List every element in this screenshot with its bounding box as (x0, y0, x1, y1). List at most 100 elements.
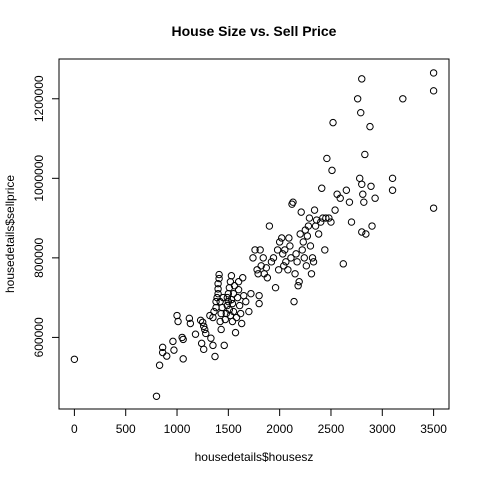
x-axis-label: housedetails$housesz (195, 450, 314, 464)
data-point (280, 262, 288, 270)
x-tick-label: 2500 (318, 422, 345, 436)
data-point (207, 334, 215, 342)
data-point (230, 282, 239, 290)
data-point (179, 335, 187, 344)
data-point (295, 278, 303, 286)
data-point (358, 75, 366, 83)
data-point (282, 258, 290, 266)
data-point (356, 174, 364, 183)
data-point (331, 206, 339, 214)
data-point (229, 289, 238, 298)
data-point (254, 270, 262, 278)
data-point (70, 355, 79, 363)
data-point (179, 355, 187, 363)
data-point (186, 319, 195, 328)
data-point (216, 317, 224, 326)
data-point (362, 230, 370, 238)
data-point (214, 280, 222, 288)
data-point (267, 258, 276, 266)
data-point (212, 303, 220, 312)
data-point (327, 218, 335, 226)
data-point (185, 314, 194, 323)
data-point (314, 230, 323, 238)
data-point (368, 222, 376, 230)
x-tick-label: 2000 (266, 422, 293, 436)
data-point (255, 299, 263, 308)
data-point (215, 270, 223, 279)
data-point (155, 361, 164, 369)
data-point (321, 246, 329, 254)
data-point (200, 322, 208, 330)
data-point (310, 206, 319, 214)
data-point (300, 254, 308, 262)
data-point (360, 198, 368, 206)
data-point (234, 278, 243, 286)
data-point (305, 214, 314, 222)
data-point (366, 122, 374, 131)
x-axis: 0 500 1000 1500 2000 2500 3000 3500 (71, 408, 447, 436)
data-point (429, 87, 438, 95)
data-point (242, 297, 250, 306)
data-point (170, 346, 178, 354)
data-point (253, 266, 261, 274)
data-point (239, 274, 247, 282)
data-point (339, 260, 347, 268)
data-point (306, 242, 315, 250)
data-point (257, 262, 265, 270)
y-tick-label: 1000000 (32, 155, 46, 202)
data-point (220, 341, 228, 350)
data-point (298, 246, 306, 254)
data-point (325, 214, 333, 222)
data-point (163, 352, 171, 360)
data-point (210, 307, 218, 316)
y-tick-label: 800000 (32, 238, 46, 278)
data-point (292, 250, 300, 258)
x-tick-label: 3500 (420, 422, 447, 436)
data-point (323, 154, 331, 163)
data-point (299, 238, 307, 246)
data-point (309, 258, 318, 266)
data-point (281, 246, 289, 254)
data-point (240, 291, 248, 300)
data-point (263, 274, 272, 282)
data-point (287, 254, 295, 262)
data-point (245, 307, 253, 316)
data-point (247, 289, 255, 298)
data-point (223, 293, 232, 302)
data-point (367, 182, 375, 190)
data-point (231, 328, 240, 337)
data-point (273, 246, 282, 254)
data-point (317, 218, 325, 226)
data-point (235, 301, 244, 310)
data-point (223, 301, 232, 310)
data-point (251, 246, 259, 254)
data-point (347, 218, 356, 226)
data-point (291, 270, 299, 278)
data-point (262, 264, 271, 272)
data-point (212, 297, 220, 306)
data-point (304, 222, 313, 230)
data-point (274, 266, 283, 274)
x-tick-label: 0 (71, 422, 78, 436)
data-point (201, 325, 209, 334)
data-point (322, 214, 330, 222)
data-point (328, 166, 336, 175)
data-point (388, 186, 397, 194)
data-point (173, 311, 181, 320)
data-point (307, 270, 316, 278)
data-point (191, 330, 200, 338)
y-axis-label: housedetails$sellprice (3, 175, 17, 293)
data-point (255, 291, 263, 300)
chart-title: House Size vs. Sell Price (172, 23, 337, 39)
data-point (302, 262, 311, 270)
data-point (345, 198, 354, 206)
data-point (359, 190, 367, 198)
data-point (214, 285, 222, 293)
y-tick-label: 1200000 (32, 75, 46, 122)
data-point (174, 317, 182, 326)
data-point (198, 318, 207, 326)
data-point (219, 293, 227, 302)
data-point (294, 282, 302, 290)
data-point (289, 198, 297, 206)
